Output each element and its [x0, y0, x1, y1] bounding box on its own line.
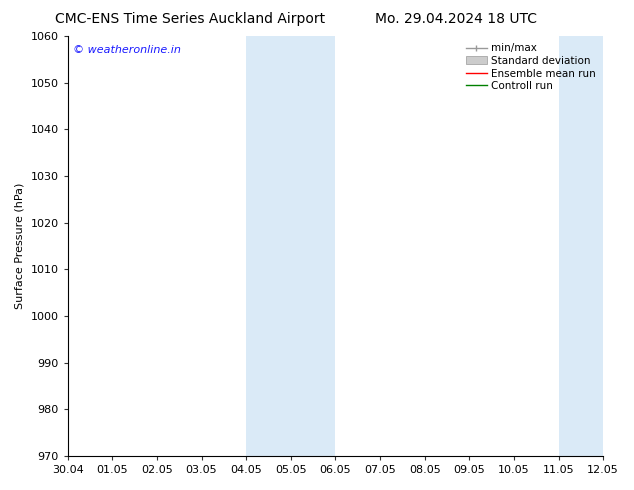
Text: CMC-ENS Time Series Auckland Airport: CMC-ENS Time Series Auckland Airport: [55, 12, 325, 26]
Legend: min/max, Standard deviation, Ensemble mean run, Controll run: min/max, Standard deviation, Ensemble me…: [464, 41, 598, 93]
Text: Mo. 29.04.2024 18 UTC: Mo. 29.04.2024 18 UTC: [375, 12, 538, 26]
Y-axis label: Surface Pressure (hPa): Surface Pressure (hPa): [15, 183, 25, 309]
Bar: [559, 36, 603, 456]
Text: © weatheronline.in: © weatheronline.in: [73, 45, 181, 54]
Title: CMC-ENS Time Series Auckland Airport      Mo. 29.04.2024 18 UTC: CMC-ENS Time Series Auckland Airport Mo.…: [0, 489, 1, 490]
Bar: [246, 36, 335, 456]
